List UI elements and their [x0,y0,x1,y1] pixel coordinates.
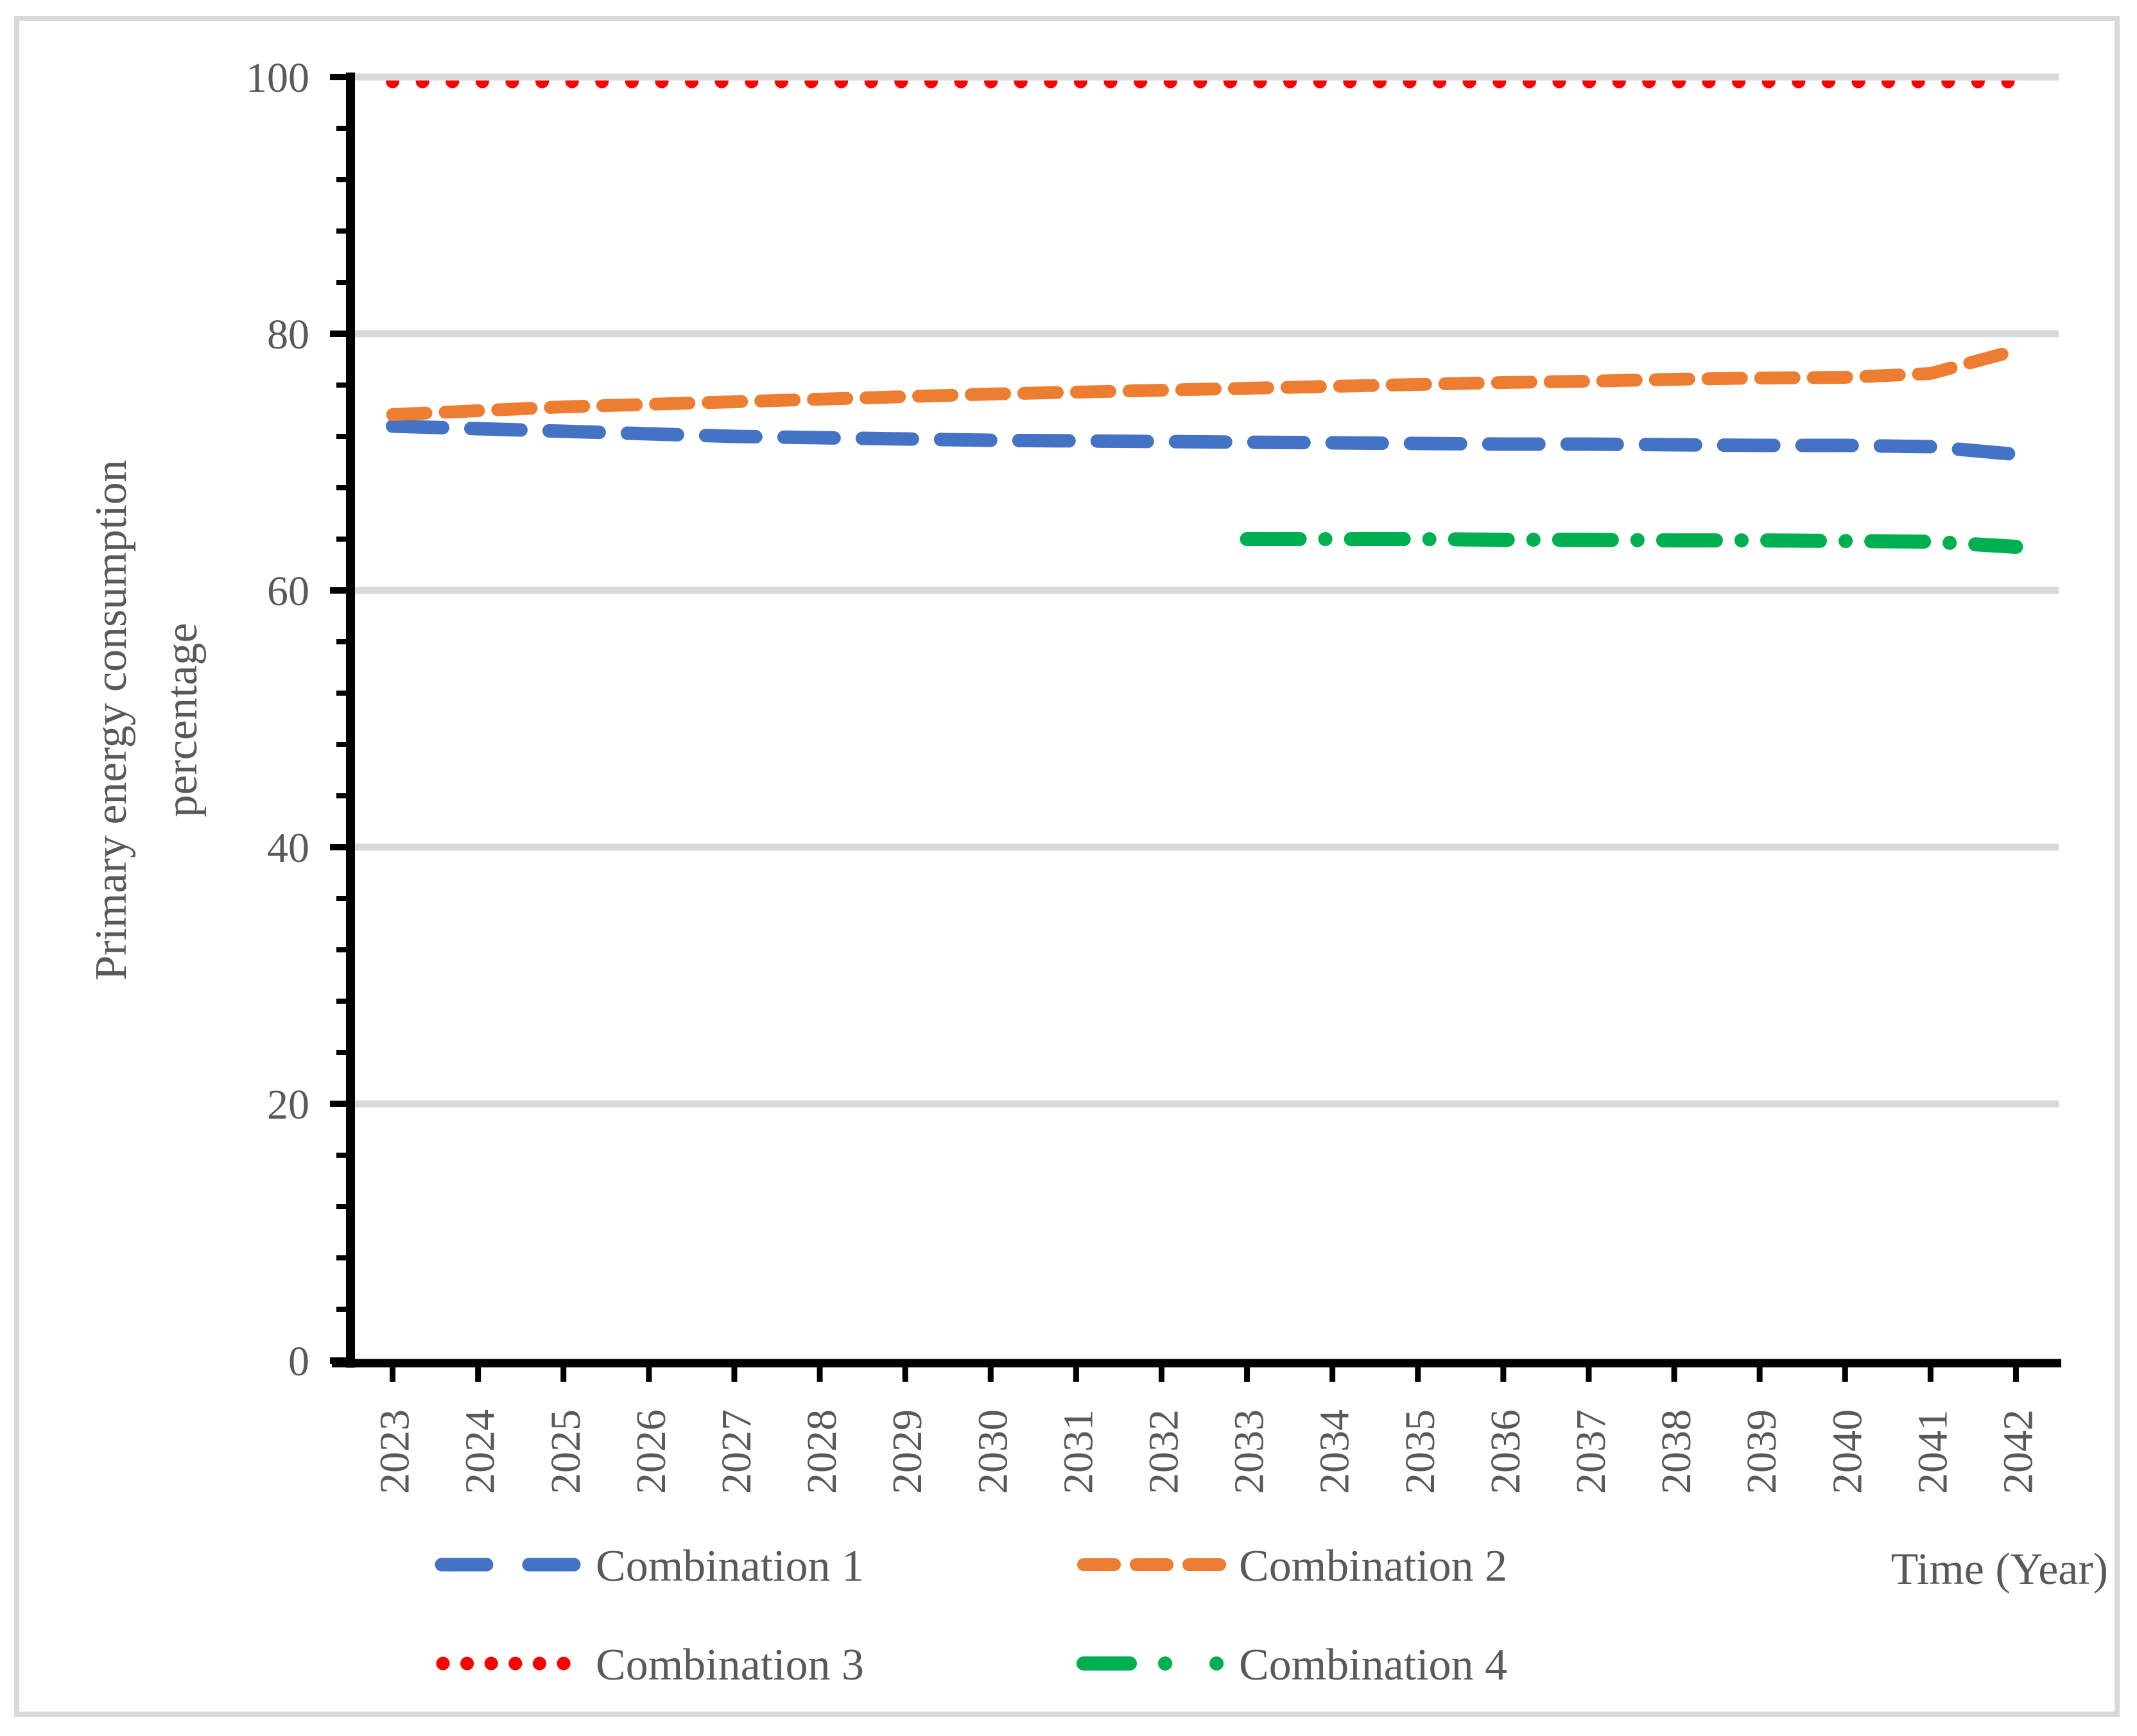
y-tick-label-100: 100 [246,55,309,101]
x-tick-label-2029: 2029 [884,1409,931,1494]
y-tick-label-0: 0 [288,1338,309,1385]
figure-border [14,16,2120,1717]
series-line-combination-2 [386,344,2023,421]
series-line-combination-4 [1240,532,2023,554]
x-tick-label-2024: 2024 [457,1409,504,1494]
x-tick-label-2027: 2027 [713,1409,760,1494]
axes-layer [330,73,2061,1382]
y-tick-label-40: 40 [267,825,309,872]
x-tick-label-2035: 2035 [1397,1409,1444,1494]
x-tick-label-2025: 2025 [542,1409,589,1494]
x-tick-label-2028: 2028 [799,1409,845,1494]
x-tick-label-2036: 2036 [1482,1409,1529,1494]
y-tick-label-80: 80 [267,311,309,358]
x-tick-label-2040: 2040 [1824,1409,1871,1494]
x-tick-label-2034: 2034 [1311,1409,1358,1494]
legend-label-combination-4: Combination 4 [1239,1640,1507,1690]
series-line-combination-1 [386,419,2023,461]
y-axis-title-line-2: percentage [157,623,207,817]
x-tick-label-2032: 2032 [1140,1409,1187,1494]
x-tick-label-2038: 2038 [1653,1409,1700,1494]
x-tick-label-2030: 2030 [969,1409,1016,1494]
x-tick-label-2026: 2026 [628,1409,675,1494]
y-axis-title-line-1: Primary energy consumption [87,460,136,980]
x-tick-label-2041: 2041 [1909,1409,1956,1494]
x-tick-label-2033: 2033 [1226,1409,1273,1494]
x-tick-label-2039: 2039 [1738,1409,1785,1494]
series-layer [386,344,2023,554]
gridline-layer [350,73,2059,1108]
x-tick-label-2042: 2042 [1994,1409,2041,1494]
legend-label-combination-3: Combination 3 [596,1640,864,1690]
x-tick-label-2037: 2037 [1568,1409,1614,1494]
legend-label-combination-1: Combination 1 [596,1542,864,1591]
legend-key-layer [435,1558,1238,1671]
x-tick-label-2023: 2023 [372,1409,419,1494]
y-tick-label-20: 20 [267,1081,309,1128]
x-axis-title: Time (Year) [1891,1545,2108,1594]
legend-label-combination-2: Combination 2 [1239,1542,1507,1591]
x-tick-label-2031: 2031 [1055,1409,1102,1494]
y-tick-label-60: 60 [267,568,309,615]
